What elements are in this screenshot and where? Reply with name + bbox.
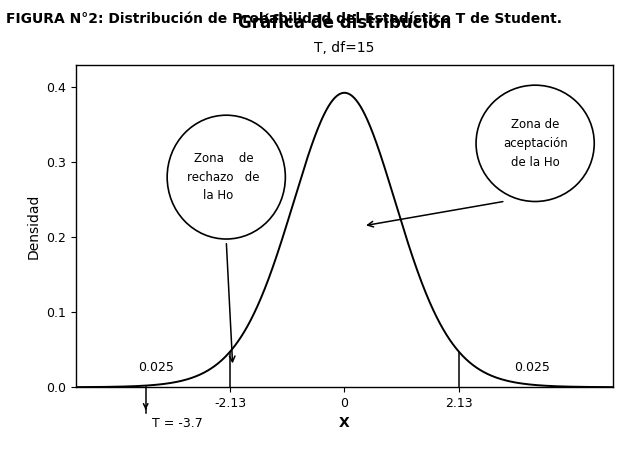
Text: rechazo   de: rechazo de	[187, 171, 260, 183]
Text: Zona de: Zona de	[511, 118, 559, 131]
Text: aceptación: aceptación	[503, 137, 568, 150]
Y-axis label: Densidad: Densidad	[27, 193, 40, 259]
Text: la Ho: la Ho	[203, 189, 233, 202]
Text: 0.025: 0.025	[138, 361, 174, 374]
Text: FIGURA N°2: Distribución de Probabilidad del Estadístico T de Student.: FIGURA N°2: Distribución de Probabilidad…	[6, 12, 562, 25]
Text: T = -3.7: T = -3.7	[152, 417, 203, 430]
Text: 0.025: 0.025	[514, 361, 550, 374]
Text: T, df=15: T, df=15	[314, 41, 375, 55]
Text: Gráfica de distribución: Gráfica de distribución	[238, 14, 451, 32]
Text: Zona    de: Zona de	[194, 152, 253, 165]
X-axis label: X: X	[339, 415, 350, 430]
Text: de la Ho: de la Ho	[511, 156, 559, 169]
